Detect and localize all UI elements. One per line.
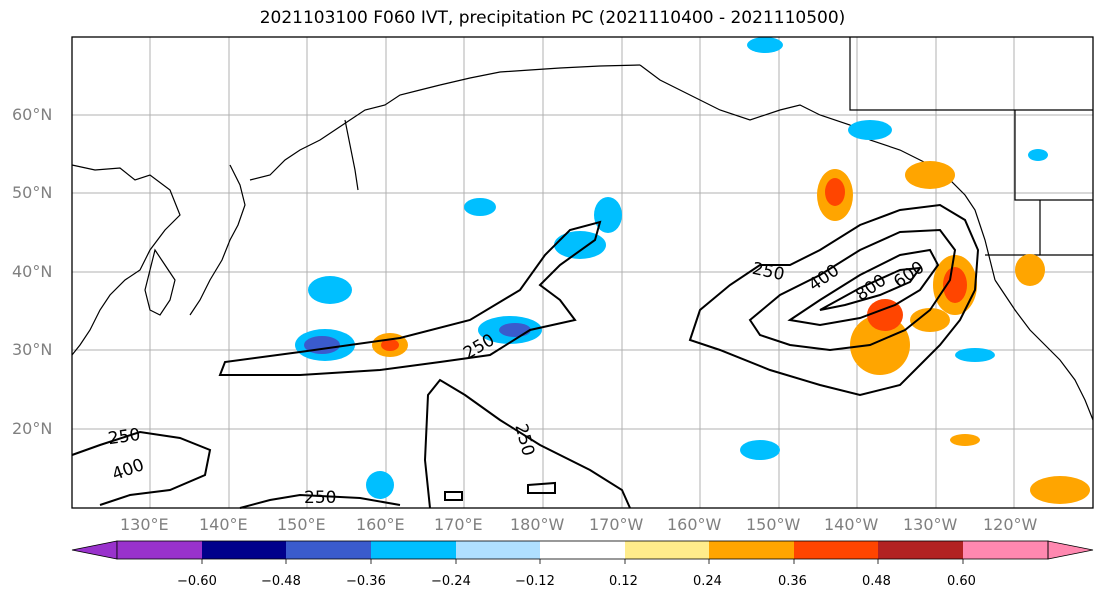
colorbar-tick: 0.36 (778, 574, 807, 589)
ivt-contours (71, 203, 980, 509)
lat-label: 30°N (12, 340, 53, 359)
lon-label: 150°E (277, 515, 326, 534)
precip-shading (295, 37, 1090, 504)
lon-label: 150°W (746, 515, 801, 534)
lon-label: 130°W (903, 515, 958, 534)
lon-label: 160°E (356, 515, 405, 534)
lon-label: 160°W (667, 515, 722, 534)
lon-label: 140°E (199, 515, 248, 534)
lat-label: 50°N (12, 183, 53, 202)
colorbar-tick: −0.60 (177, 574, 217, 589)
lon-label: 120°W (983, 515, 1038, 534)
map-title: 2021103100 F060 IVT, precipitation PC (2… (259, 8, 846, 28)
colorbar (71, 540, 1094, 564)
lat-label: 40°N (12, 262, 53, 281)
colorbar-tick: −0.12 (515, 574, 555, 589)
lon-label: 130°E (120, 515, 169, 534)
lon-label: 170°E (434, 515, 483, 534)
colorbar-tick: −0.36 (346, 574, 386, 589)
lat-label: 60°N (12, 105, 53, 124)
lon-label: 170°W (589, 515, 644, 534)
colorbar-tick: 0.60 (947, 574, 976, 589)
map-frame (71, 36, 1094, 509)
colorbar-tick: 0.12 (609, 574, 638, 589)
lat-label: 20°N (12, 419, 53, 438)
colorbar-tick: 0.48 (862, 574, 891, 589)
colorbar-tick: −0.24 (431, 574, 471, 589)
contour-label: 250 (304, 488, 337, 508)
lon-label: 140°W (824, 515, 879, 534)
colorbar-tick: 0.24 (693, 574, 722, 589)
lon-label: 180°W (510, 515, 565, 534)
gridlines (72, 37, 1093, 508)
colorbar-tick: −0.48 (261, 574, 301, 589)
